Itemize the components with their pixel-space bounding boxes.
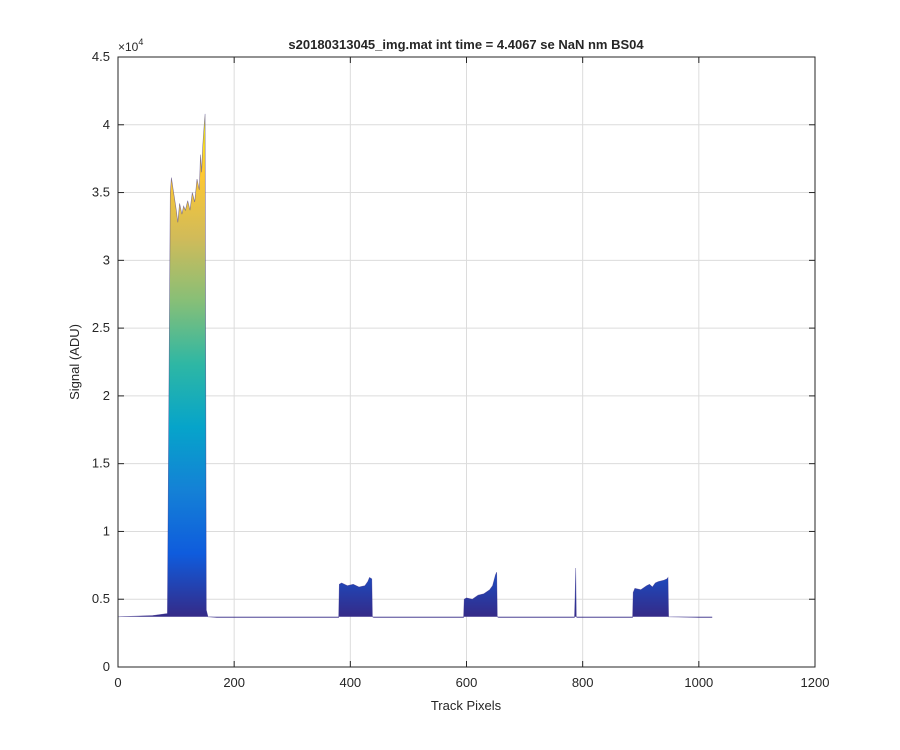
y-axis-label: Signal (ADU)	[67, 324, 82, 400]
ticks: 0 200 400 600 800 1000 1200 0 0.5 1 1.5 2 2.5 3 3.5 4 4.…	[92, 49, 830, 690]
y-tick-label: 1	[103, 523, 110, 538]
y-tick-label: 2.5	[92, 320, 110, 335]
x-tick-label: 200	[223, 675, 245, 690]
signal-area	[118, 113, 713, 618]
y-tick-label: 1.5	[92, 456, 110, 471]
y-exponent-power: 4	[138, 37, 143, 47]
x-axis-label: Track Pixels	[431, 698, 502, 713]
y-exponent-multiplier: ×104	[118, 37, 143, 54]
x-tick-label: 1200	[801, 675, 830, 690]
data-series	[117, 113, 713, 618]
x-tick-label: 400	[339, 675, 361, 690]
chart-title: s20180313045_img.mat int time = 4.4067 s…	[288, 37, 644, 52]
y-tick-label: 3	[103, 252, 110, 267]
y-tick-label: 0	[103, 659, 110, 674]
signal-edge-line	[117, 113, 713, 618]
y-tick-label: 4.5	[92, 49, 110, 64]
y-tick-label: 3.5	[92, 185, 110, 200]
x-tick-label: 0	[114, 675, 121, 690]
x-tick-label: 800	[572, 675, 594, 690]
y-tick-label: 2	[103, 388, 110, 403]
y-tick-label: 0.5	[92, 591, 110, 606]
y-exponent-base: ×10	[118, 40, 139, 54]
x-tick-label: 600	[456, 675, 478, 690]
grid	[118, 57, 815, 667]
y-tick-label: 4	[103, 117, 110, 132]
x-tick-label: 1000	[684, 675, 713, 690]
